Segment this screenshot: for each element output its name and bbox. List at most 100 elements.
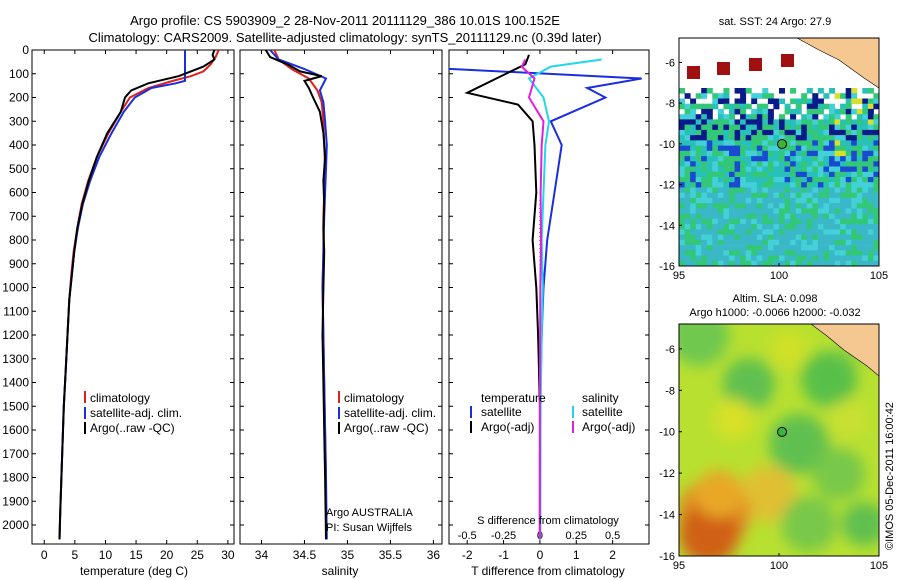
sst-cell: [745, 156, 752, 162]
sst-cell: [690, 203, 697, 209]
sst-cell: [717, 98, 724, 105]
sst-cell: [790, 177, 797, 183]
sst-cell: [740, 182, 747, 188]
sst-cell: [701, 161, 708, 167]
sst-cell: [701, 166, 708, 173]
sst-cell: [795, 208, 802, 214]
sst-cell: [729, 150, 735, 157]
sst-cell: [695, 187, 702, 194]
sst-cell: [706, 260, 713, 266]
sst-cell: [862, 245, 869, 251]
sst-cell: [706, 197, 713, 204]
salinity-legend-climatology: climatology: [344, 391, 404, 405]
ytick-label: 600: [9, 186, 29, 200]
sst-cell: [712, 239, 719, 246]
sst-cell: [773, 187, 780, 194]
sst-cell: [779, 156, 785, 162]
sst-cell: [745, 150, 752, 157]
sst-cell: [745, 129, 752, 136]
sst-cell: [806, 177, 813, 183]
xtick-label: 1: [573, 548, 580, 562]
sst-cell: [679, 245, 685, 251]
sst-cell: [756, 93, 763, 99]
sst-cell: [806, 88, 813, 94]
sst-cell: [773, 171, 780, 178]
ytick-label: 300: [9, 114, 29, 128]
sst-cell: [712, 119, 719, 125]
sst-cell: [779, 260, 785, 266]
sst-cell: [823, 171, 830, 178]
sst-cell: [684, 171, 691, 178]
sst-cell: [767, 250, 774, 256]
ytick-label: 0: [22, 43, 29, 57]
sst-cell: [756, 119, 763, 125]
sst-cell: [701, 129, 708, 136]
sst-cell: [734, 161, 741, 167]
sst-cell: [701, 108, 708, 115]
sst-cell: [834, 114, 841, 120]
sst-cell: [701, 140, 708, 146]
sst-cell: [823, 234, 830, 241]
sst-cell: [834, 208, 841, 214]
sst-cell: [840, 150, 847, 157]
sst-cell: [851, 213, 858, 220]
sst-cell: [762, 156, 769, 162]
sst-cell: [834, 218, 841, 225]
series-line-magenta: [520, 59, 545, 540]
sst-cell: [862, 171, 869, 178]
sst-cell: [812, 197, 819, 204]
sst-cell: [873, 260, 879, 266]
sst-cell: [745, 88, 752, 94]
sst-cell: [790, 171, 797, 178]
sst-cell: [706, 239, 713, 246]
sst-cell: [845, 234, 852, 241]
sst-cell: [862, 145, 869, 152]
sst-cell: [679, 156, 685, 162]
sst-cell: [762, 161, 769, 167]
sst-cell: [762, 119, 769, 125]
sst-cell: [784, 129, 791, 136]
sst-cell: [729, 161, 735, 167]
sst-cell: [840, 140, 847, 146]
sst-cell: [712, 234, 719, 241]
sst-cell: [745, 255, 752, 262]
sst-cell: [856, 234, 863, 241]
sst-cell: [684, 177, 691, 183]
sst-cell: [679, 234, 685, 241]
sst-cell: [817, 203, 824, 209]
sst-cell: [773, 98, 780, 105]
sst-cell: [745, 114, 752, 120]
sst-cell: [873, 239, 879, 246]
sla-map-axes: 95 100 105 -6 -8 -10 -12 -14 -16: [659, 344, 888, 572]
sst-cell: [712, 203, 719, 209]
sst-cell: [867, 213, 874, 220]
sst-cell: [751, 260, 758, 266]
sst-cell: [773, 192, 780, 199]
difference-xlabel-salinity: S difference from climatology: [477, 515, 619, 527]
sst-cell: [851, 239, 858, 246]
sst-cell: [723, 197, 730, 204]
sst-cell: [806, 245, 813, 251]
sst-cell: [734, 124, 741, 131]
sst-cell: [734, 166, 741, 173]
sst-cell: [873, 119, 879, 125]
sst-cell: [723, 203, 730, 209]
sst-cell: [862, 192, 869, 199]
sst-cell: [812, 224, 819, 230]
sst-cell: [751, 234, 758, 241]
sst-cell: [779, 187, 785, 194]
sst-cell: [734, 260, 741, 266]
sst-cell: [684, 103, 691, 110]
sst-cell: [862, 124, 869, 131]
sst-cell: [756, 166, 763, 173]
sst-cell: [717, 129, 724, 136]
sst-cell: [690, 119, 697, 125]
sst-cell: [729, 224, 735, 230]
sst-cell: [823, 156, 830, 162]
sst-cell: [829, 156, 835, 162]
sst-cell: [862, 166, 869, 173]
sst-cell: [751, 197, 758, 204]
sst-cell: [817, 192, 824, 199]
sst-cell: [790, 255, 797, 262]
sst-cell: [873, 245, 879, 251]
